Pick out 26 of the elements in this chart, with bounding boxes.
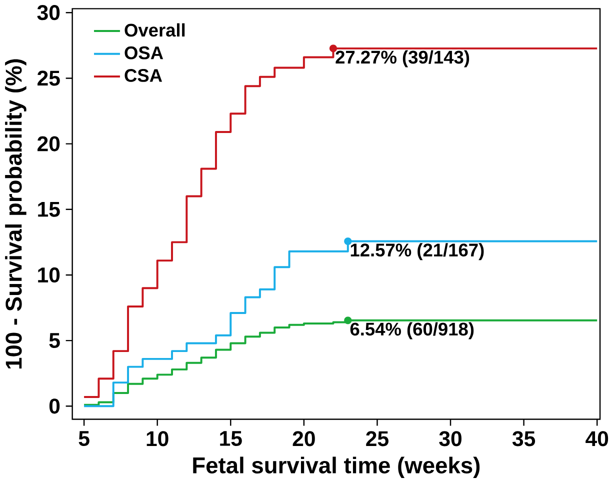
y-tick-label: 0	[49, 398, 60, 414]
point	[344, 237, 352, 246]
legend-label: Overall	[124, 23, 185, 37]
y-tick-label: 20	[38, 136, 60, 152]
x-tick-label: 10	[146, 431, 168, 446]
y-tick-label: 10	[38, 267, 60, 283]
x-tick-label: 35	[512, 431, 536, 446]
x-tick-label: 5	[78, 431, 90, 446]
annotation: 12.57% (21/167)	[350, 243, 484, 260]
y-axis-title: 100 - Survival probability (%)	[5, 59, 26, 368]
legend-label: CSA	[124, 69, 162, 82]
x-tick-label: 40	[586, 431, 608, 446]
x-tick-label: 25	[366, 431, 388, 446]
point	[344, 316, 352, 324]
x-tick-label: 15	[220, 431, 242, 446]
annotation: 6.54% (60/918)	[350, 322, 474, 340]
y-tick-label: 15	[38, 202, 60, 217]
y-tick-label: 25	[38, 70, 60, 86]
legend-label: OSA	[124, 46, 164, 60]
x-axis-title: Fetal survival time (weeks)	[193, 456, 480, 478]
point	[329, 44, 338, 52]
y-tick-label: 30	[37, 5, 60, 20]
annotation: 27.27% (39/143)	[336, 50, 470, 68]
y-tick-label: 5	[49, 333, 60, 348]
x-tick-label: 30	[439, 431, 462, 446]
x-tick-label: 20	[292, 431, 315, 446]
